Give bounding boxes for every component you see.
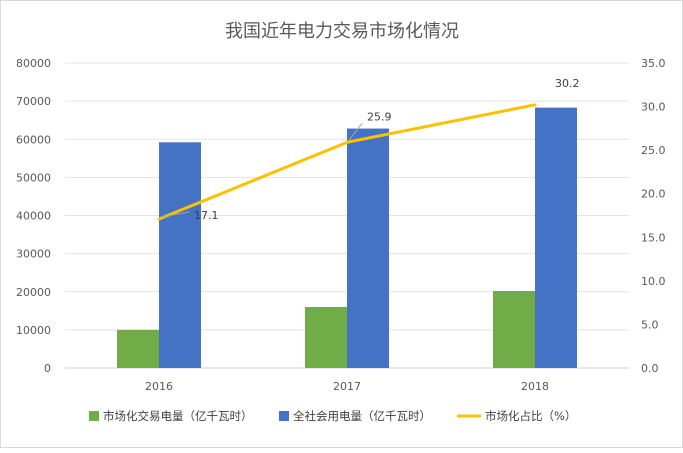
legend-label: 全社会用电量（亿千瓦时） xyxy=(293,409,431,423)
y-left-tick-label: 20000 xyxy=(16,286,51,299)
legend-label: 市场化占比（%） xyxy=(485,409,576,423)
legend-swatch xyxy=(89,411,99,421)
y-right-tick-label: 30.0 xyxy=(641,101,666,114)
y-left-tick-label: 30000 xyxy=(16,248,51,261)
y-right-tick-label: 25.0 xyxy=(641,144,666,157)
x-tick-label: 2017 xyxy=(333,380,361,393)
y-left-tick-label: 60000 xyxy=(16,133,51,146)
x-tick-label: 2018 xyxy=(521,380,549,393)
y-right-tick-label: 20.0 xyxy=(641,188,666,201)
y-left-tick-label: 40000 xyxy=(16,210,51,223)
line-point xyxy=(533,103,537,107)
bar-2018-1 xyxy=(535,107,577,368)
y-left-tick-label: 50000 xyxy=(16,171,51,184)
bar-2016-0 xyxy=(117,329,159,368)
leader-line xyxy=(348,122,363,141)
y-left-tick-label: 80000 xyxy=(16,57,51,70)
chart-title: 我国近年电力交易市场化情况 xyxy=(225,21,459,42)
line-point xyxy=(157,217,161,221)
data-label: 25.9 xyxy=(367,110,392,123)
y-right-tick-label: 0.0 xyxy=(641,362,659,375)
y-right-tick-label: 35.0 xyxy=(641,57,666,70)
y-right-tick-label: 5.0 xyxy=(641,318,659,331)
x-tick-label: 2016 xyxy=(145,380,173,393)
bar-2018-0 xyxy=(493,290,535,368)
line-point xyxy=(345,140,349,144)
bar-2016-1 xyxy=(159,142,201,368)
leader-line xyxy=(160,211,190,218)
y-left-tick-label: 0 xyxy=(44,362,51,375)
data-label: 17.1 xyxy=(194,209,219,222)
data-label: 30.2 xyxy=(555,77,580,90)
y-left-tick-label: 70000 xyxy=(16,95,51,108)
bar-2017-0 xyxy=(305,307,347,368)
legend-swatch xyxy=(279,411,289,421)
y-right-tick-label: 10.0 xyxy=(641,275,666,288)
bar-2017-1 xyxy=(347,128,389,368)
y-left-tick-label: 10000 xyxy=(16,324,51,337)
legend-label: 市场化交易电量（亿千瓦时） xyxy=(103,409,253,423)
y-right-tick-label: 15.0 xyxy=(641,231,666,244)
